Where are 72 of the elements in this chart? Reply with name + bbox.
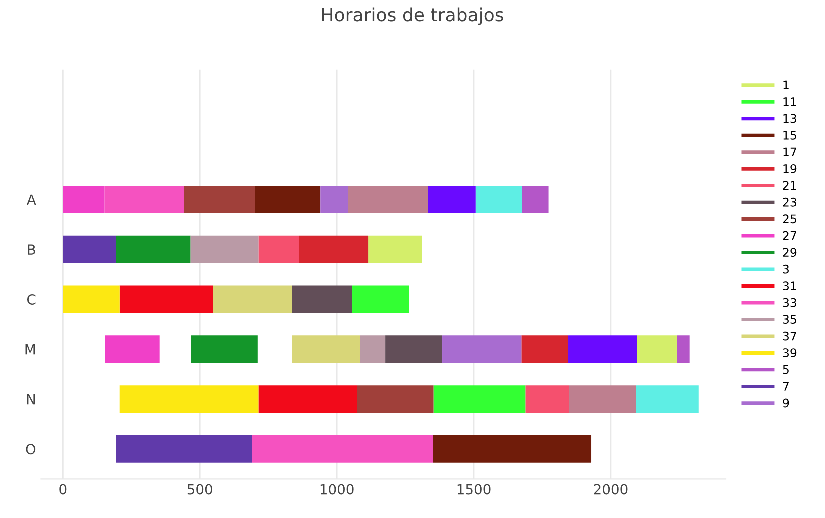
- bar: [637, 336, 678, 364]
- legend-label: 11: [784, 98, 796, 106]
- legend-label: 5: [783, 365, 789, 374]
- x-tick-label: 1500: [458, 484, 491, 495]
- bar: [258, 386, 358, 414]
- bar: [213, 286, 292, 314]
- legend-label: 9: [783, 398, 790, 408]
- x-tick-label: 500: [188, 484, 212, 495]
- bar: [105, 336, 160, 364]
- bar: [120, 286, 214, 314]
- y-tick-label: O: [26, 444, 36, 455]
- chart-title: Horarios de trabajos: [322, 8, 504, 26]
- bar: [442, 336, 522, 364]
- bar: [476, 186, 522, 214]
- legend-label: 25: [783, 214, 796, 224]
- bar: [255, 186, 321, 214]
- legend-label: 31: [783, 282, 796, 291]
- legend-label: 27: [783, 231, 796, 240]
- bar: [258, 236, 300, 264]
- legend-label: 33: [783, 298, 797, 308]
- legend-label: 39: [783, 348, 797, 358]
- bar: [522, 186, 549, 214]
- bar: [434, 386, 526, 414]
- bar: [292, 286, 352, 314]
- bar: [677, 336, 690, 364]
- bar: [292, 336, 360, 364]
- bar: [386, 336, 443, 364]
- bar: [526, 386, 570, 414]
- bar: [104, 186, 184, 214]
- bar: [116, 236, 191, 264]
- bar: [428, 186, 476, 214]
- legend-label: 15: [784, 131, 796, 140]
- bar: [569, 386, 636, 414]
- bar: [352, 286, 410, 314]
- legend-label: 3: [783, 264, 789, 274]
- bar: [252, 435, 434, 463]
- bar: [348, 186, 428, 214]
- bar: [360, 336, 386, 364]
- bar: [522, 336, 569, 364]
- y-tick-label: A: [26, 194, 36, 205]
- y-tick-label: M: [26, 344, 36, 355]
- bar: [368, 236, 422, 264]
- bar: [116, 435, 252, 463]
- bar: [184, 186, 256, 214]
- x-tick-label: 2000: [594, 484, 628, 495]
- legend-label: 17: [784, 148, 796, 156]
- y-tick-label: N: [27, 394, 36, 405]
- bar: [120, 386, 259, 414]
- legend-label: 35: [783, 315, 796, 324]
- bar: [63, 286, 120, 314]
- y-tick-label: C: [27, 294, 36, 305]
- x-tick-label: 1000: [320, 484, 354, 495]
- bar: [190, 236, 259, 264]
- bar: [357, 386, 434, 414]
- legend-label: 7: [783, 382, 789, 391]
- bar: [63, 186, 105, 214]
- x-tick-label: 0: [60, 484, 67, 495]
- bar: [299, 236, 369, 264]
- bar: [636, 386, 699, 414]
- legend-label: 21: [783, 181, 796, 190]
- bar: [433, 435, 592, 463]
- legend-label: 19: [784, 164, 797, 174]
- y-tick-label: B: [28, 244, 36, 255]
- legend-label: 13: [784, 114, 797, 124]
- legend-label: 1: [784, 80, 789, 90]
- legend-label: 37: [783, 332, 796, 341]
- bar: [63, 236, 116, 264]
- legend-label: 23: [783, 198, 797, 207]
- bar: [191, 336, 258, 364]
- legend-label: 29: [783, 248, 797, 258]
- bar: [320, 186, 348, 214]
- bar: [568, 336, 638, 364]
